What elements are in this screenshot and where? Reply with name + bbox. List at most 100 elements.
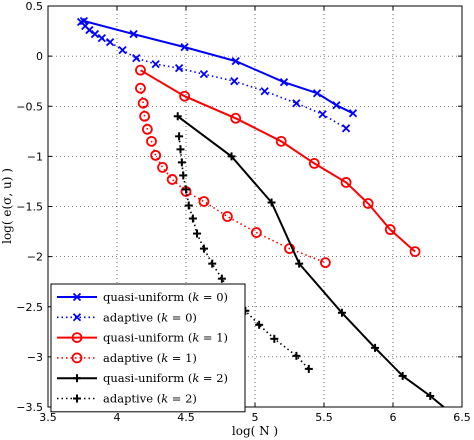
legend: quasi-uniform (k = 0) adaptive (k = 0) qua… <box>50 283 246 413</box>
data-point <box>188 214 197 223</box>
x-tick-label: 5 <box>252 411 259 424</box>
data-point <box>179 90 191 102</box>
series-4 <box>173 112 446 407</box>
series-0 <box>79 16 358 118</box>
x-tick-label: 4 <box>114 411 121 424</box>
legend-marker <box>72 313 82 322</box>
legend-entry: quasi-uniform (k = 2) <box>57 371 228 385</box>
data-point <box>227 152 236 161</box>
legend-label: adaptive (k = 1) <box>103 351 197 365</box>
x-tick-label: 6.5 <box>453 411 471 424</box>
data-point <box>279 78 289 87</box>
series-line <box>139 69 416 253</box>
data-point <box>184 201 193 210</box>
data-point <box>90 29 100 39</box>
data-point <box>175 132 184 141</box>
x-tick-label: 6 <box>390 411 397 424</box>
y-tick-label: 0.5 <box>26 0 44 13</box>
data-point <box>177 158 186 167</box>
data-point <box>426 391 435 400</box>
data-point <box>139 110 151 122</box>
data-point <box>332 101 341 110</box>
data-point <box>308 157 320 169</box>
data-point <box>319 257 331 269</box>
data-point <box>180 42 189 52</box>
data-point <box>255 320 264 329</box>
legend-marker <box>71 332 83 344</box>
data-point <box>151 60 160 69</box>
data-point <box>137 97 149 109</box>
legend-entry: adaptive (k = 0) <box>57 310 197 324</box>
legend-marker <box>73 374 81 383</box>
data-point <box>221 211 233 222</box>
y-tick-label: −3.5 <box>16 401 43 414</box>
data-point <box>348 109 358 118</box>
data-point <box>267 198 276 207</box>
data-point <box>193 229 202 238</box>
data-point <box>173 112 182 121</box>
legend-label: quasi-uniform (k = 1) <box>103 331 228 345</box>
data-point <box>217 274 226 283</box>
data-point <box>135 82 146 94</box>
data-point <box>176 145 185 154</box>
data-point <box>150 149 162 161</box>
series-1 <box>76 17 351 133</box>
data-point <box>384 224 396 235</box>
data-point <box>231 57 240 66</box>
data-point <box>340 177 352 188</box>
y-tick-label: −2.5 <box>16 301 43 314</box>
data-point <box>362 198 374 209</box>
data-point <box>182 185 190 194</box>
data-point <box>230 112 242 124</box>
legend-entry: adaptive (k = 2) <box>57 392 197 406</box>
data-point <box>129 29 138 39</box>
data-point <box>97 33 106 43</box>
y-tick-label: −1.5 <box>16 201 43 214</box>
y-tick-label: −2 <box>27 251 43 264</box>
data-point <box>146 135 157 147</box>
data-point <box>157 162 168 173</box>
series-line <box>178 136 310 370</box>
data-point <box>398 371 407 380</box>
legend-box <box>50 283 246 413</box>
data-point <box>85 25 94 35</box>
data-point <box>199 70 209 79</box>
data-point <box>199 244 208 253</box>
x-tick-label: 3.5 <box>39 411 57 424</box>
data-point <box>275 135 287 147</box>
y-tick-label: −1 <box>27 150 43 163</box>
data-point <box>292 351 301 360</box>
legend-marker <box>73 394 81 403</box>
legend-entry: adaptive (k = 1) <box>57 351 197 365</box>
data-point <box>270 334 279 343</box>
data-point <box>341 124 351 133</box>
series-layer <box>76 16 446 407</box>
data-point <box>179 171 188 180</box>
data-point <box>105 37 115 47</box>
legend-marker <box>71 352 83 364</box>
data-point <box>166 174 178 185</box>
data-point <box>409 246 421 258</box>
y-tick-label: 0 <box>36 50 43 63</box>
data-point <box>371 343 380 352</box>
data-point <box>208 259 217 268</box>
legend-label: quasi-uniform (k = 2) <box>103 371 228 385</box>
series-line <box>139 88 326 264</box>
x-axis-label: log( N ) <box>232 424 278 438</box>
data-point <box>132 53 141 63</box>
data-point <box>230 77 239 86</box>
legend-label: adaptive (k = 0) <box>103 310 197 324</box>
data-point <box>198 196 210 207</box>
legend-entry: quasi-uniform (k = 1) <box>57 331 228 345</box>
data-point <box>318 110 327 119</box>
data-point <box>337 308 346 317</box>
data-point <box>174 64 184 73</box>
data-point <box>141 123 153 135</box>
data-point <box>250 227 262 238</box>
data-point <box>292 99 301 108</box>
data-point <box>118 45 127 55</box>
x-tick-label: 4.5 <box>177 411 195 424</box>
y-axis-label: log( e(σ, u) ) <box>0 168 14 244</box>
series-2 <box>135 64 421 258</box>
